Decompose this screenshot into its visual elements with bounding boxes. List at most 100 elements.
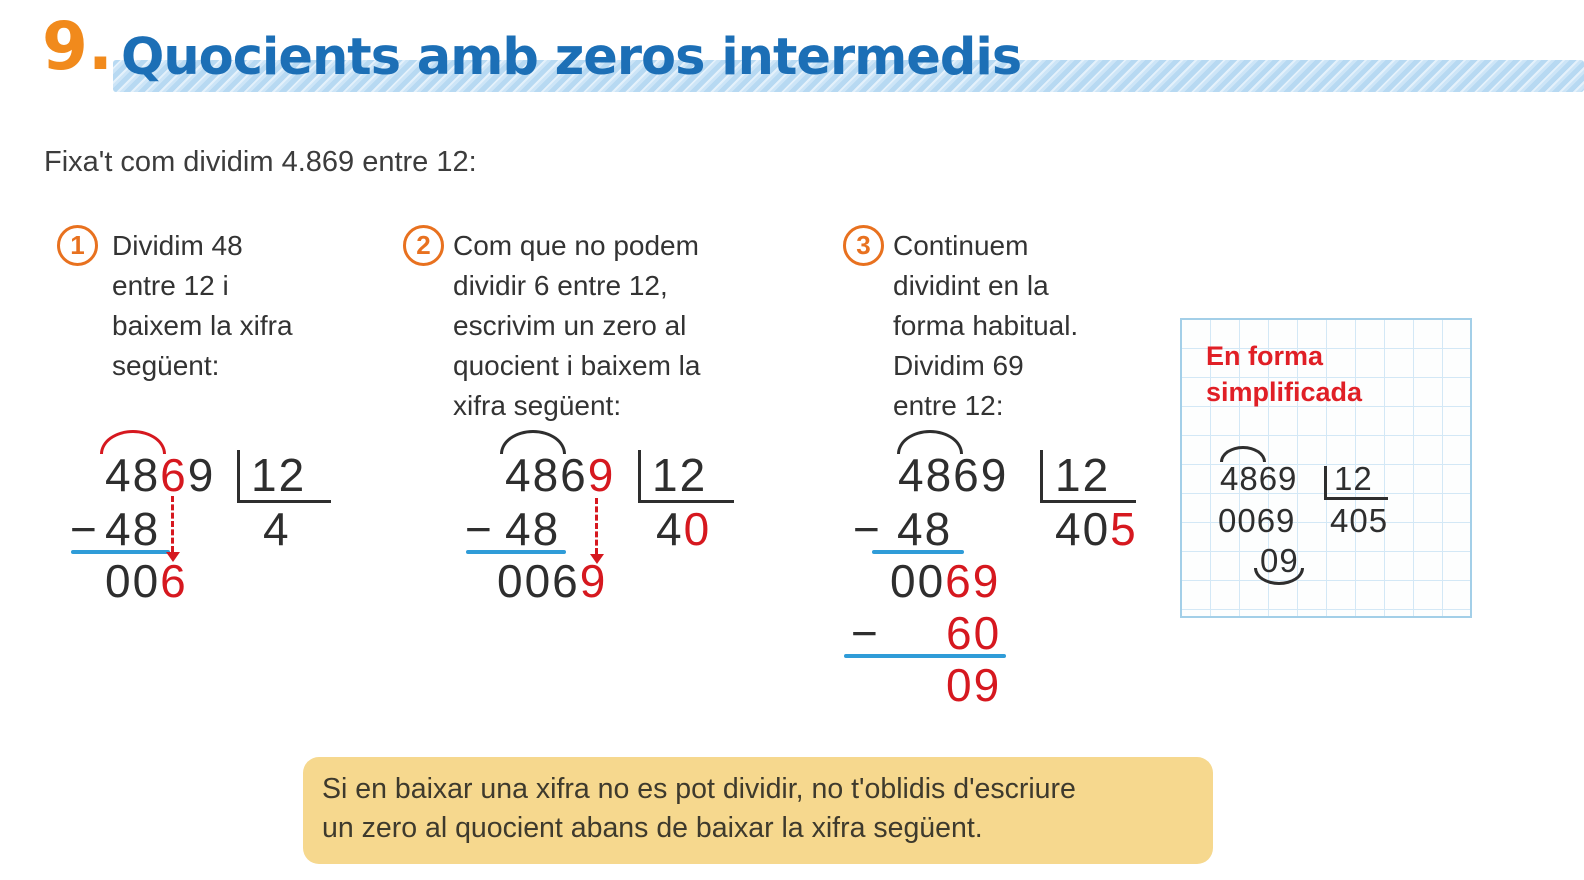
step-text-line: entre 12 i [112, 270, 229, 301]
title-hatch-band [113, 60, 1584, 92]
quotient-segment: 4 [656, 503, 684, 555]
division-bracket-horizontal [1324, 497, 1388, 500]
remainder-row-2: 09 [946, 662, 1001, 708]
step-3-text: Continuem dividint en la forma habitual.… [893, 226, 1133, 426]
step-text-line: Dividim 48 [112, 230, 243, 261]
simplified-title-line: En forma [1206, 341, 1324, 371]
remainder-segment-highlight: 9 [579, 555, 608, 607]
subtrahend-segment: 48 [105, 503, 161, 555]
quotient-segment-highlight: 5 [1110, 503, 1138, 555]
step-text-line: entre 12: [893, 390, 1004, 421]
quotient-row: 4 [263, 506, 291, 552]
step-2-badge: 2 [403, 225, 444, 266]
division-bracket-horizontal [638, 500, 734, 503]
subtrahend-segment: 48 [897, 503, 953, 555]
subtrahend-segment: 48 [505, 503, 561, 555]
step-text-line: xifra següent: [453, 390, 622, 421]
remainder-segment: 00 [890, 555, 946, 607]
intro-text: Fixa't com dividim 4.869 entre 12: [44, 146, 477, 178]
note-box: Si en baixar una xifra no es pot dividir… [303, 757, 1213, 864]
divisor: 12 [1334, 460, 1373, 497]
step-text-line: quocient i baixem la [453, 350, 701, 381]
remainder-segment-highlight: 09 [946, 659, 1002, 711]
subtrahend-row: 48 [105, 506, 160, 552]
simplified-form-box: En forma simplificada 4869 12 0069 405 0… [1180, 318, 1472, 618]
bring-down-arrow-icon [590, 498, 604, 564]
step-text-line: dividint en la [893, 270, 1049, 301]
remainder-row: 0069 [497, 558, 607, 604]
simplified-box-title: En forma simplificada [1206, 338, 1362, 410]
dividend-segment: 48 [105, 449, 161, 501]
quotient-segment-highlight: 0 [683, 503, 712, 555]
dividend-segment: 9 [187, 449, 216, 501]
subtrahend-row-2: 60 [946, 610, 1001, 656]
step-2-text: Com que no podem dividir 6 entre 12, esc… [453, 226, 753, 426]
subtraction-underline [844, 654, 1006, 658]
step-3-badge: 3 [843, 225, 884, 266]
divisor: 12 [652, 449, 708, 501]
step-text-line: següent: [112, 350, 220, 381]
quotient-segment: 4 [263, 503, 291, 555]
division-diagram-3: 4869 12 405 − 48 0069 − 60 09 [840, 428, 1150, 718]
division-bracket-horizontal [1040, 500, 1136, 503]
remainder-row: 006 [105, 558, 188, 604]
dividend-row: 4869 [505, 452, 615, 498]
page-title: Quocients amb zeros intermedis [121, 28, 1022, 87]
group-arc-under-icon [1254, 568, 1304, 585]
step-1-text: Dividim 48 entre 12 i baixem la xifra se… [112, 226, 352, 386]
divisor: 12 [251, 449, 307, 501]
step-text-line: dividir 6 entre 12, [453, 270, 668, 301]
step-1-badge: 1 [57, 225, 98, 266]
minus-sign: − [853, 503, 882, 555]
dividend-row: 4869 [898, 452, 1008, 498]
remainder-row: 0069 [1218, 502, 1296, 539]
quotient-row: 405 [1330, 502, 1389, 539]
division-bracket-vertical [638, 450, 641, 502]
minus-sign: − [465, 503, 494, 555]
subtrahend-segment-highlight: 60 [946, 607, 1002, 659]
step-1-number: 1 [70, 230, 85, 260]
step-2-number: 2 [416, 230, 431, 260]
simplified-title-line: simplificada [1206, 377, 1363, 407]
subtrahend-row: 48 [897, 506, 952, 552]
bring-down-arrow-icon [166, 496, 180, 562]
remainder-row: 0069 [890, 558, 1000, 604]
step-text-line: forma habitual. [893, 310, 1079, 341]
quotient-row: 405 [1055, 506, 1138, 552]
dividend-segment-highlight: 6 [160, 449, 188, 501]
step-text-line: Com que no podem [453, 230, 699, 261]
step-text-line: Continuem [893, 230, 1029, 261]
dividend-segment: 486 [505, 449, 588, 501]
minus-sign: − [70, 503, 99, 555]
unit-number: 9. [42, 8, 113, 85]
dividend-segment-highlight: 9 [587, 449, 616, 501]
subtraction-underline [71, 550, 170, 554]
note-text-line: un zero al quocient abans de baixar la x… [322, 812, 983, 844]
dividend-row: 4869 [105, 452, 215, 498]
division-bracket-vertical [237, 450, 240, 502]
step-text-line: Dividim 69 [893, 350, 1024, 381]
division-diagram-2: 4869 12 40 − 48 0069 [460, 428, 750, 618]
step-text-line: baixem la xifra [112, 310, 293, 341]
remainder-segment: 00 [105, 555, 161, 607]
division-bracket-vertical [1040, 450, 1043, 502]
divisor: 12 [1055, 449, 1111, 501]
minus-sign: − [851, 607, 880, 659]
quotient-segment: 40 [1055, 503, 1111, 555]
remainder-segment-highlight: 69 [945, 555, 1001, 607]
dividend-segment: 4869 [898, 449, 1009, 501]
quotient-row: 40 [656, 506, 711, 552]
division-bracket-vertical [1324, 466, 1327, 500]
note-text-line: Si en baixar una xifra no es pot dividir… [322, 773, 1076, 805]
dividend-row: 4869 [1220, 460, 1298, 497]
subtraction-underline [872, 550, 964, 554]
remainder-segment: 006 [497, 555, 580, 607]
step-3-number: 3 [856, 230, 871, 260]
division-diagram-1: 4869 12 4 − 48 006 [65, 428, 335, 618]
remainder-segment-highlight: 6 [160, 555, 188, 607]
subtrahend-row: 48 [505, 506, 560, 552]
step-text-line: escrivim un zero al [453, 310, 687, 341]
subtraction-underline [466, 550, 566, 554]
division-bracket-horizontal [237, 500, 331, 503]
